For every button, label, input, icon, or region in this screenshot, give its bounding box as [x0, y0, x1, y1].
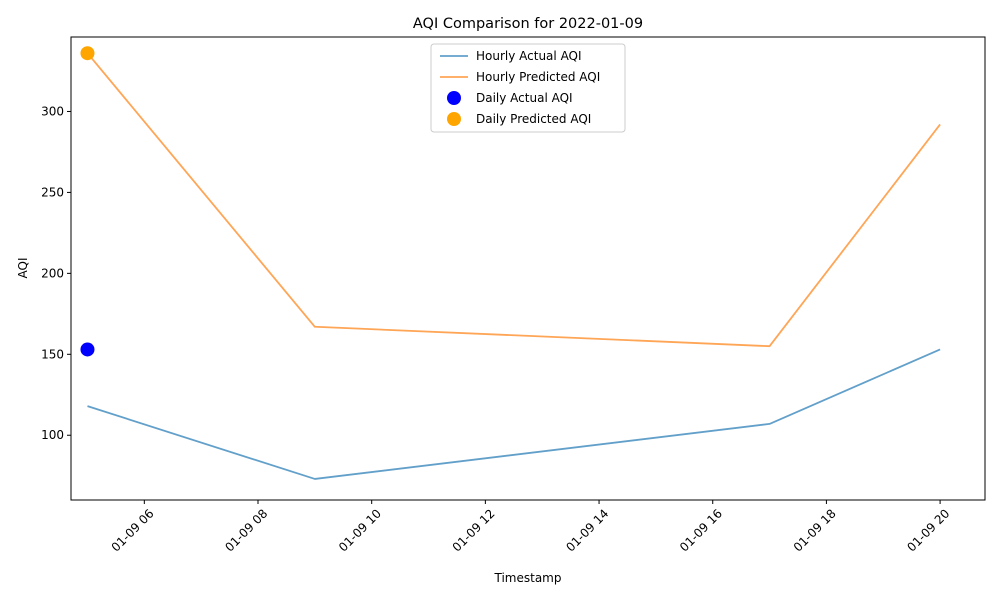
series-line-hourly-actual-aqi — [87, 348, 941, 480]
legend-swatch — [447, 112, 461, 126]
x-axis-label: Timestamp — [494, 571, 562, 585]
y-tick-label: 250 — [41, 185, 64, 199]
legend-box — [430, 43, 626, 133]
legend-label: Hourly Actual AQI — [476, 49, 582, 63]
y-axis: 100 150 200 250 300 — [41, 104, 71, 442]
legend-label: Daily Predicted AQI — [476, 112, 591, 126]
y-tick-label: 200 — [41, 266, 64, 280]
legend: Hourly Actual AQI Hourly Predicted AQI Dai… — [430, 43, 626, 133]
series-layer — [80, 46, 941, 480]
chart-title: AQI Comparison for 2022-01-09 — [413, 16, 643, 32]
y-tick-label: 150 — [41, 347, 64, 361]
legend-label: Daily Actual AQI — [476, 91, 573, 105]
y-tick-label: 300 — [41, 104, 64, 118]
point-daily-actual-aqi — [80, 342, 95, 357]
point-daily-predicted-aqi — [80, 46, 95, 61]
plot-frame — [70, 36, 986, 501]
y-tick-label: 100 — [41, 428, 64, 442]
y-axis-label: AQI — [16, 258, 30, 279]
series-line-hourly-predicted-aqi — [86, 52, 941, 348]
legend-swatch — [447, 91, 461, 105]
legend-label: Hourly Predicted AQI — [476, 70, 600, 84]
